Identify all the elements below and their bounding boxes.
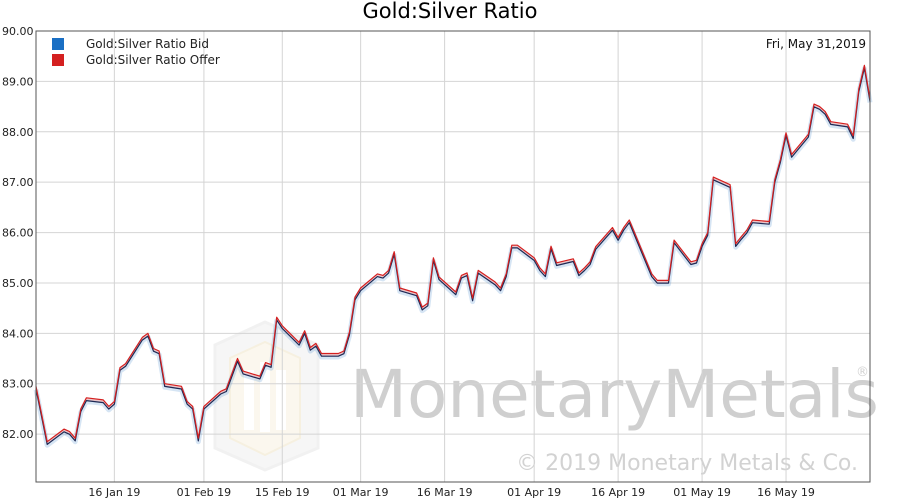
watermark-copyright: © 2019 Monetary Metals & Co.: [516, 451, 858, 476]
x-tick-label: 16 Mar 19: [417, 486, 473, 499]
y-tick-label: 88.00: [2, 126, 34, 139]
x-tick-label: 16 Jan 19: [88, 486, 140, 499]
legend-swatch-bid: [52, 38, 64, 50]
y-tick-label: 89.00: [2, 75, 34, 88]
x-axis-labels: 16 Jan 19 01 Feb 19 15 Feb 19 01 Mar 19 16 M…: [88, 486, 815, 499]
legend-swatch-offer: [52, 54, 64, 66]
legend: Gold:Silver Ratio Bid Gold:Silver Ratio …: [52, 37, 220, 67]
plot-area-border: [35, 30, 871, 483]
x-tick-label: 16 Apr 19: [591, 486, 645, 499]
legend-label-bid: Gold:Silver Ratio Bid: [86, 37, 209, 51]
series-layer: [33, 64, 873, 448]
x-tick-label: 01 May 19: [673, 486, 731, 499]
series-line-bid: [35, 67, 871, 445]
y-tick-label: 90.00: [2, 25, 34, 38]
x-tick-label: 01 Feb 19: [177, 486, 231, 499]
watermark-brand: MonetaryMetals: [350, 356, 879, 433]
series-line-offer: [35, 64, 871, 443]
y-axis-labels: 82.00 83.00 84.00 85.00 86.00 87.00 88.00 89.00…: [2, 25, 34, 441]
y-tick-label: 86.00: [2, 227, 34, 240]
y-tick-label: 85.00: [2, 277, 34, 290]
x-tick-label: 16 May 19: [757, 486, 815, 499]
y-tick-label: 84.00: [2, 327, 34, 340]
y-tick-label: 83.00: [2, 378, 34, 391]
x-tick-label: 01 Apr 19: [507, 486, 561, 499]
x-tick-label: 15 Feb 19: [255, 486, 309, 499]
y-tick-label: 82.00: [2, 428, 34, 441]
watermark-registered-mark: ®: [856, 365, 869, 380]
x-gridlines: [113, 31, 787, 482]
current-date-label: Fri, May 31,2019: [766, 37, 866, 51]
y-gridlines: [36, 80, 870, 435]
watermark: MonetaryMetals ® © 2019 Monetary Metals …: [213, 320, 879, 476]
y-tick-label: 87.00: [2, 176, 34, 189]
x-tick-label: 01 Mar 19: [333, 486, 389, 499]
legend-label-offer: Gold:Silver Ratio Offer: [86, 53, 220, 67]
chart-title: Gold:Silver Ratio: [363, 0, 538, 23]
